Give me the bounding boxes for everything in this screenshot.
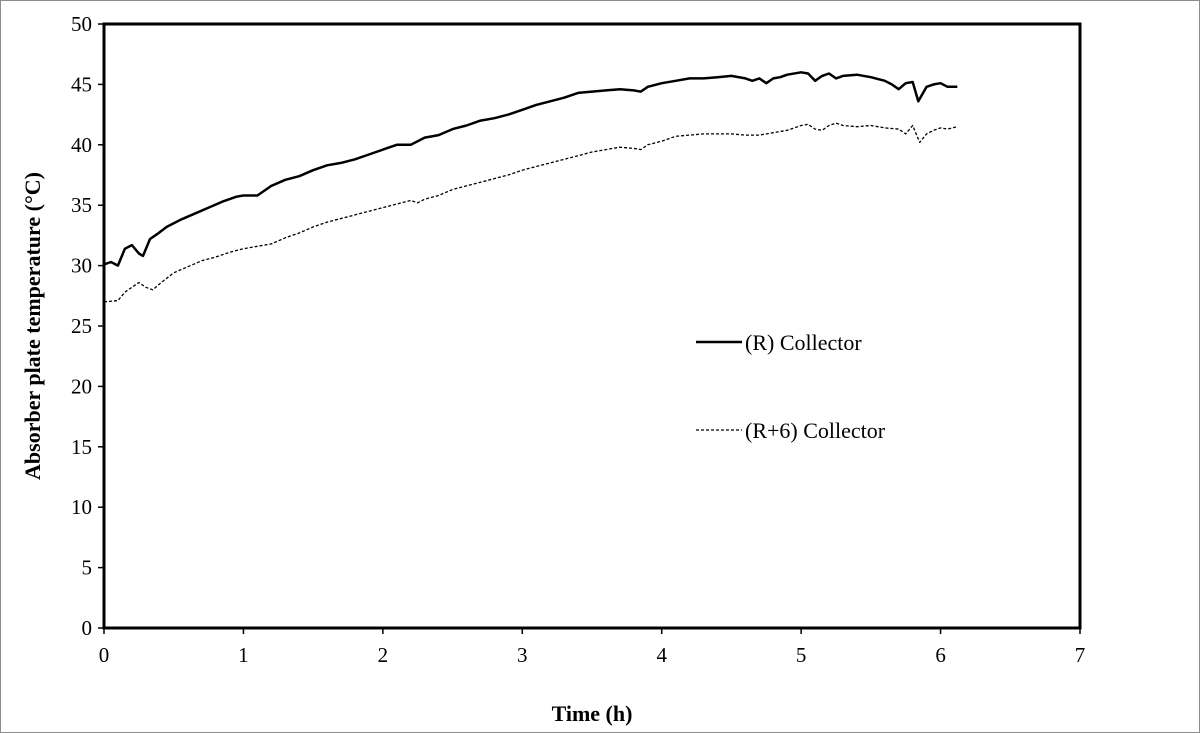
x-tick-label: 6 [935, 643, 946, 667]
y-tick-label: 15 [71, 435, 92, 459]
y-tick-label: 10 [71, 495, 92, 519]
y-tick-label: 35 [71, 193, 92, 217]
series-line-r6-collector [103, 122, 958, 303]
y-tick-label: 45 [71, 72, 92, 96]
x-tick-label: 1 [238, 643, 249, 667]
x-tick-label: 0 [99, 643, 110, 667]
y-tick-label: 25 [71, 314, 92, 338]
series-line-r-collector [103, 71, 958, 267]
y-tick-label: 0 [82, 616, 93, 640]
y-tick-label: 20 [71, 374, 92, 398]
x-axis-ticks: 0 1 2 3 4 5 6 7 [99, 628, 1086, 667]
y-tick-label: 5 [82, 556, 93, 580]
y-tick-label: 50 [71, 12, 92, 36]
x-tick-label: 2 [378, 643, 389, 667]
x-tick-label: 3 [517, 643, 528, 667]
legend-label-r6: (R+6) Collector [745, 418, 886, 443]
y-tick-label: 30 [71, 254, 92, 278]
x-tick-label: 7 [1075, 643, 1086, 667]
y-axis-ticks: 0 5 10 15 20 25 30 35 40 45 50 [71, 12, 104, 640]
plot-area [102, 22, 1082, 630]
legend-label-r: (R) Collector [745, 330, 862, 355]
x-tick-label: 5 [796, 643, 807, 667]
legend: (R) Collector (R+6) Collector [696, 330, 886, 443]
x-axis-title: Time (h) [552, 701, 633, 726]
y-tick-label: 40 [71, 133, 92, 157]
y-axis-title: Absorber plate temperature (°C) [20, 172, 45, 480]
x-tick-label: 4 [656, 643, 667, 667]
series-layer [103, 71, 958, 303]
